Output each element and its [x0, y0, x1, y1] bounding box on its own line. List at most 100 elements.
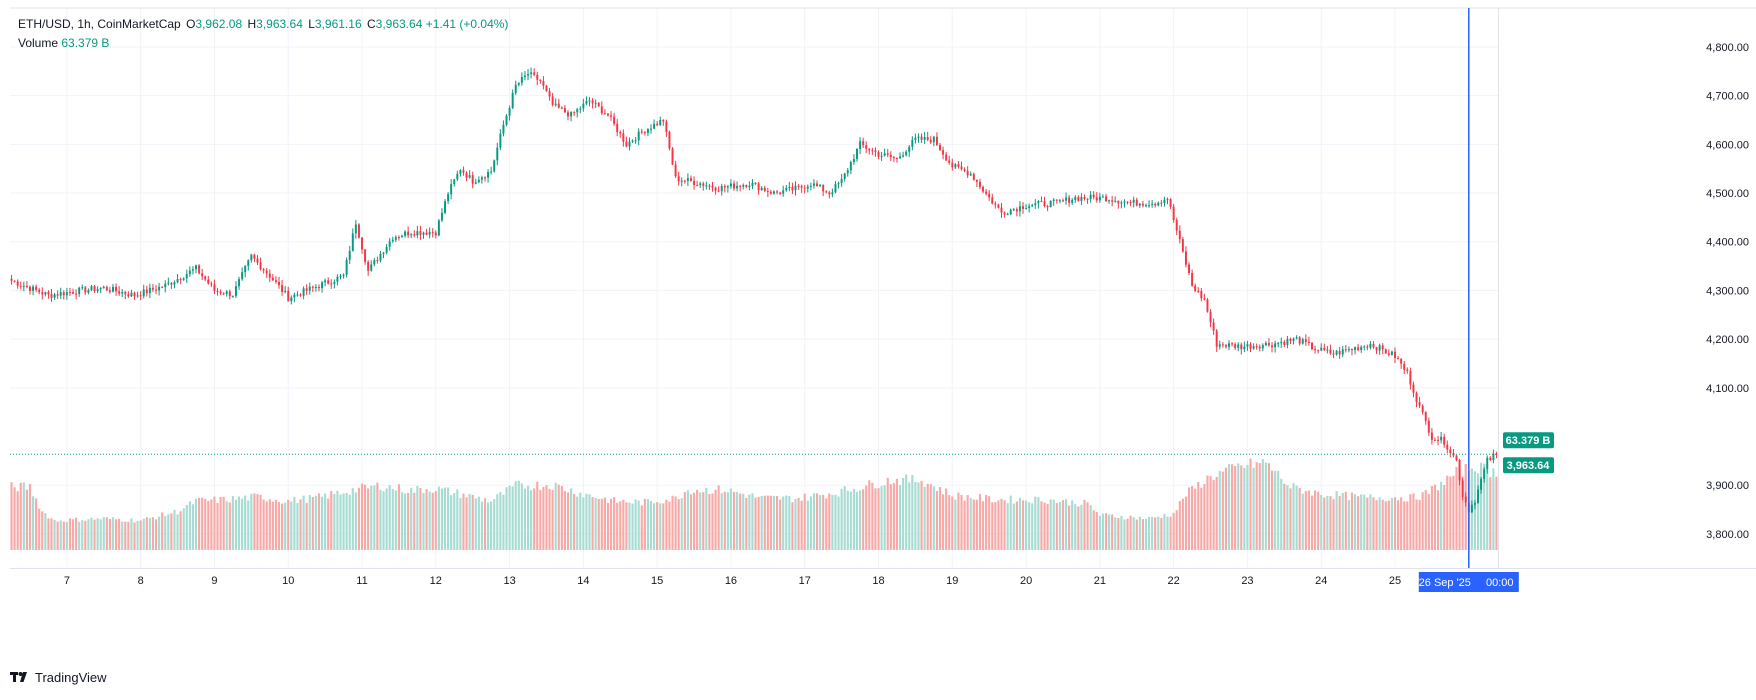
candle-body [1381, 345, 1384, 350]
volume-bar [373, 485, 376, 550]
volume-bar [871, 482, 874, 550]
volume-bar [19, 482, 22, 550]
candle-body [736, 185, 739, 189]
candle-body [176, 279, 179, 283]
volume-bar [99, 519, 102, 550]
candle-body [1492, 453, 1495, 460]
volume-bar [136, 521, 139, 550]
volume-bar [204, 498, 207, 550]
volume-bar [1421, 492, 1424, 550]
candle-body [1424, 412, 1427, 421]
volume-bar [1335, 491, 1338, 550]
candle-body [772, 191, 775, 194]
volume-bar [290, 501, 293, 550]
volume-bar [837, 496, 840, 550]
candle-body [1455, 455, 1458, 461]
candle-body [1221, 344, 1224, 346]
volume-bar [38, 508, 41, 550]
x-tick-label: 24 [1315, 575, 1327, 587]
volume-bar [613, 497, 616, 550]
candle-body [228, 291, 231, 297]
candle-body [846, 170, 849, 174]
candle-body [760, 187, 763, 191]
volume-bar [591, 497, 594, 550]
volume-bar [991, 502, 994, 550]
candle-body [1083, 197, 1086, 199]
candle-body [843, 173, 846, 179]
candle-body [1197, 290, 1200, 292]
candle-body [1384, 349, 1387, 354]
volume-bar [10, 482, 13, 550]
candle-body [324, 280, 327, 283]
candle-body [259, 262, 262, 270]
volume-bar [929, 484, 932, 550]
volume-bar [1409, 494, 1412, 550]
candle-body [579, 108, 582, 110]
volume-bar [1344, 491, 1347, 550]
candle-body [348, 250, 351, 260]
legend-symbol[interactable]: ETH/USD, 1h, CoinMarketCap [18, 17, 181, 31]
chart-axes: 4,800.00 4,700.00 4,600.00 4,500.00 4,400.00… [10, 0, 1756, 700]
candle-body [112, 286, 114, 292]
tradingview-attribution[interactable]: TradingView [10, 670, 107, 685]
volume-bar [1326, 495, 1329, 550]
volume-bar [333, 493, 336, 550]
candle-body [625, 141, 628, 147]
volume-bar [865, 485, 868, 550]
volume-bar [1043, 502, 1046, 550]
candle-body [1086, 198, 1089, 200]
legend-open-label: O [186, 17, 196, 31]
candle-body [567, 112, 569, 117]
candle-body [121, 292, 124, 294]
candle-body [1071, 200, 1074, 203]
candle-body [1105, 196, 1108, 202]
x-tick-label: 15 [651, 575, 663, 587]
candle-body [50, 294, 53, 298]
y-tick-label: 4,100.00 [1706, 383, 1749, 395]
volume-bar [511, 486, 514, 550]
volume-bar [757, 496, 760, 550]
candle-body [1480, 478, 1483, 490]
volume-bar [898, 485, 902, 550]
volume-bar [1292, 483, 1295, 550]
volume-bar [855, 491, 859, 550]
volume-bar [385, 488, 388, 550]
candle-body [1151, 203, 1154, 206]
candle-body [563, 108, 566, 113]
candle-body [966, 170, 969, 176]
candle-body [1043, 201, 1046, 207]
volume-bar [1000, 498, 1003, 550]
candle-body [1326, 349, 1329, 351]
candle-body [47, 292, 50, 295]
candle-body [333, 281, 336, 284]
volume-bar [935, 490, 939, 550]
volume-bar [1172, 512, 1175, 550]
volume-bar [640, 505, 643, 550]
volume-bar [1461, 476, 1464, 550]
y-tick-label: 4,500.00 [1706, 188, 1749, 200]
volume-bar [557, 484, 560, 550]
candle-body [419, 231, 422, 235]
volume-bar [782, 496, 785, 550]
x-tick-label: 17 [799, 575, 811, 587]
volume-bar [456, 489, 459, 550]
candle-body [480, 177, 483, 180]
legend-high-label: H [247, 17, 257, 31]
volume-bar [250, 493, 253, 550]
legend-volume-label[interactable]: Volume [18, 36, 59, 50]
volume-bar [576, 496, 579, 550]
candle-body [779, 192, 782, 194]
volume-bar [210, 499, 213, 550]
volume-bar [769, 495, 772, 550]
x-tick-label: 22 [1168, 575, 1180, 587]
candle-body [357, 224, 360, 238]
tradingview-logo-icon [10, 671, 27, 682]
candle-body [1209, 311, 1212, 323]
candle-body [852, 159, 855, 163]
candle-body [711, 185, 714, 188]
candle-body [247, 260, 250, 267]
volume-bar [923, 486, 926, 550]
candle-body [198, 265, 201, 274]
candle-body [1375, 347, 1378, 351]
